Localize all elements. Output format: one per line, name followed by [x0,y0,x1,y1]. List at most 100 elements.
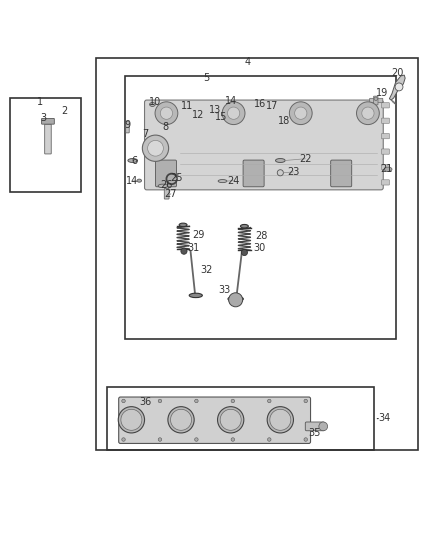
FancyBboxPatch shape [381,118,389,123]
Circle shape [121,409,142,430]
Circle shape [231,399,235,403]
Circle shape [319,422,328,431]
FancyBboxPatch shape [381,180,389,185]
Text: 13: 13 [208,105,221,115]
Text: 4: 4 [244,56,251,67]
Text: 2: 2 [62,106,68,116]
Circle shape [270,409,291,430]
FancyBboxPatch shape [145,100,383,190]
Circle shape [357,102,379,125]
Text: 27: 27 [165,189,177,199]
Circle shape [181,248,187,254]
FancyBboxPatch shape [381,164,389,169]
Text: 11: 11 [181,101,194,111]
Circle shape [118,407,145,433]
Polygon shape [391,100,396,104]
Text: 22: 22 [299,154,311,164]
FancyBboxPatch shape [381,134,389,139]
Circle shape [241,249,247,255]
Circle shape [170,409,191,430]
FancyBboxPatch shape [331,160,352,187]
Circle shape [231,438,235,441]
Circle shape [142,135,169,161]
FancyBboxPatch shape [42,118,54,124]
Text: 25: 25 [170,173,182,183]
Text: 9: 9 [125,120,131,131]
Text: 16: 16 [254,99,266,109]
Ellipse shape [189,293,202,297]
Text: 33: 33 [218,285,230,295]
Circle shape [194,438,198,441]
Text: 36: 36 [139,397,152,407]
FancyBboxPatch shape [155,160,177,187]
Text: 31: 31 [187,243,200,253]
Bar [107,387,374,450]
FancyBboxPatch shape [305,422,325,431]
Text: 32: 32 [201,265,213,275]
Text: 34: 34 [378,414,391,424]
Circle shape [122,399,125,403]
Circle shape [220,409,241,430]
Ellipse shape [158,184,168,188]
Text: 8: 8 [162,122,169,132]
Text: 26: 26 [160,180,173,190]
FancyBboxPatch shape [164,189,169,199]
Text: 14: 14 [225,96,237,106]
Text: 5: 5 [203,73,209,83]
Text: 15: 15 [215,112,228,122]
Ellipse shape [218,180,227,183]
Circle shape [295,107,307,119]
Text: 1: 1 [37,97,43,107]
Ellipse shape [384,167,392,172]
Circle shape [148,140,163,156]
FancyBboxPatch shape [45,124,51,154]
Text: 6: 6 [132,156,138,166]
Circle shape [304,399,307,403]
Circle shape [290,102,312,125]
Ellipse shape [128,158,138,163]
Circle shape [267,407,293,433]
Text: 12: 12 [192,110,204,120]
Circle shape [122,438,125,441]
Ellipse shape [137,179,141,182]
FancyBboxPatch shape [126,122,129,133]
Bar [125,76,396,339]
Text: 35: 35 [308,428,321,438]
Circle shape [218,407,244,433]
Polygon shape [389,75,405,100]
Circle shape [168,407,194,433]
Text: 24: 24 [227,176,239,185]
Ellipse shape [240,224,248,228]
Text: 3: 3 [41,112,47,123]
Text: 28: 28 [255,231,267,241]
Text: 29: 29 [192,230,204,240]
Circle shape [268,438,271,441]
Circle shape [160,107,173,119]
Circle shape [155,102,178,125]
Ellipse shape [149,102,155,107]
Text: 30: 30 [253,243,265,253]
Circle shape [227,107,240,119]
Text: 23: 23 [287,167,300,177]
Circle shape [222,102,245,125]
Text: 17: 17 [266,101,279,111]
FancyBboxPatch shape [119,397,311,443]
Circle shape [304,438,307,441]
FancyBboxPatch shape [370,98,383,103]
Text: 14: 14 [126,176,138,186]
Circle shape [277,169,283,176]
FancyBboxPatch shape [374,96,378,105]
Text: 21: 21 [380,164,392,174]
Circle shape [395,83,403,91]
Ellipse shape [228,296,244,302]
Bar [10,98,81,192]
Ellipse shape [179,223,187,227]
Circle shape [158,399,162,403]
Text: 19: 19 [376,88,388,98]
Text: 18: 18 [278,116,290,126]
FancyBboxPatch shape [381,103,389,108]
Ellipse shape [276,158,285,163]
Text: 20: 20 [392,68,404,78]
Circle shape [194,399,198,403]
Circle shape [268,399,271,403]
